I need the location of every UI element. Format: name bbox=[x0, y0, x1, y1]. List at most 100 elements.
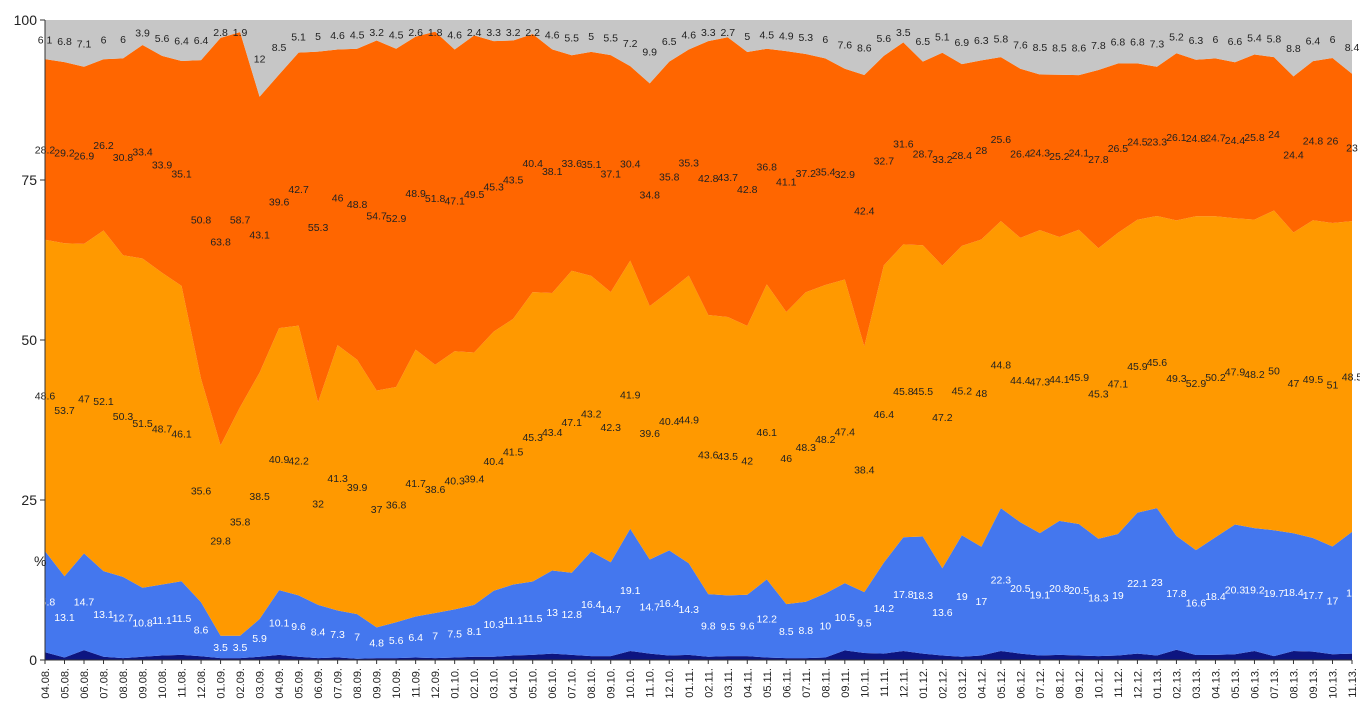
data-label-series_4-7: 6.4 bbox=[174, 36, 189, 48]
data-label-series_2-49: 44.8 bbox=[991, 360, 1012, 372]
data-label-series_4-31: 9.9 bbox=[642, 47, 657, 59]
data-label-series_2-7: 46.1 bbox=[171, 429, 192, 441]
data-label-series_1-51: 19.1 bbox=[1030, 589, 1051, 601]
data-label-series_3-34: 42.8 bbox=[698, 173, 719, 185]
x-tick-label-27: 07.10. bbox=[567, 668, 579, 699]
x-tick-label-60: 04.13. bbox=[1210, 668, 1222, 699]
data-label-series_3-55: 26.5 bbox=[1108, 143, 1129, 155]
data-label-series_2-28: 43.2 bbox=[581, 409, 602, 421]
data-label-series_1-28: 16.4 bbox=[581, 599, 602, 611]
data-label-series_4-20: 1.8 bbox=[428, 27, 443, 39]
x-tick-label-67: 11.13. bbox=[1347, 668, 1359, 698]
x-tick-label-14: 06.09. bbox=[313, 668, 325, 699]
data-label-series_3-62: 25.8 bbox=[1244, 132, 1265, 144]
y-tick-label-25: 25 bbox=[21, 492, 37, 508]
data-label-series_3-39: 37.2 bbox=[796, 168, 817, 180]
x-tick-label-11: 03.09. bbox=[255, 668, 267, 699]
data-label-series_2-29: 42.3 bbox=[601, 422, 622, 434]
data-label-series_1-19: 6.4 bbox=[408, 632, 423, 644]
data-label-series_3-19: 48.9 bbox=[405, 188, 426, 200]
data-label-series_2-4: 50.3 bbox=[113, 411, 134, 423]
y-tick-label-0: 0 bbox=[29, 652, 37, 668]
data-label-series_4-54: 7.8 bbox=[1091, 40, 1106, 52]
data-label-series_4-59: 6.3 bbox=[1189, 35, 1204, 47]
data-label-series_1-45: 18.3 bbox=[913, 590, 934, 602]
x-tick-label-13: 05.09. bbox=[294, 668, 306, 699]
data-label-series_3-3: 26.2 bbox=[93, 140, 114, 152]
data-label-series_2-46: 47.2 bbox=[932, 412, 953, 424]
x-tick-label-32: 12.10. bbox=[664, 668, 676, 699]
data-label-series_2-2: 47 bbox=[78, 394, 90, 406]
data-label-series_1-30: 19.1 bbox=[620, 585, 641, 597]
x-tick-label-24: 04.10. bbox=[508, 668, 520, 699]
x-tick-label-22: 02.10. bbox=[469, 668, 481, 699]
x-tick-label-42: 10.11. bbox=[859, 668, 871, 698]
data-label-series_4-43: 5.6 bbox=[877, 33, 892, 45]
x-tick-label-63: 07.13. bbox=[1269, 668, 1281, 699]
data-label-series_2-39: 48.3 bbox=[796, 442, 817, 454]
data-label-series_4-14: 5 bbox=[315, 31, 321, 43]
area-series-4 bbox=[45, 20, 1352, 97]
data-label-series_4-15: 4.6 bbox=[330, 30, 345, 42]
data-label-series_3-51: 24.3 bbox=[1030, 147, 1051, 159]
data-label-series_2-67: 48.5 bbox=[1342, 372, 1360, 384]
data-label-series_4-28: 5 bbox=[588, 31, 594, 43]
x-tick-label-59: 03.13. bbox=[1191, 668, 1203, 699]
data-label-series_4-56: 6.8 bbox=[1130, 37, 1145, 49]
data-label-series_1-46: 13.6 bbox=[932, 607, 953, 619]
data-label-series_1-4: 12.7 bbox=[113, 612, 134, 624]
data-label-series_3-9: 63.8 bbox=[210, 237, 231, 249]
x-tick-label-64: 08.13. bbox=[1288, 668, 1300, 699]
x-tick-label-38: 06.11. bbox=[781, 668, 793, 698]
data-label-series_3-57: 23.3 bbox=[1147, 136, 1168, 148]
data-label-series_2-16: 39.9 bbox=[347, 482, 368, 494]
data-label-series_4-39: 5.3 bbox=[798, 32, 813, 44]
data-label-series_2-40: 48.2 bbox=[815, 434, 836, 446]
data-label-series_3-30: 30.4 bbox=[620, 158, 641, 170]
data-label-series_1-23: 10.3 bbox=[483, 619, 504, 631]
data-label-series_2-52: 44.1 bbox=[1049, 374, 1070, 386]
data-label-series_2-48: 48 bbox=[976, 388, 988, 400]
data-label-series_4-10: 1.9 bbox=[233, 27, 248, 39]
data-label-series_1-12: 10.1 bbox=[269, 618, 290, 630]
data-label-series_2-33: 44.9 bbox=[679, 414, 700, 426]
data-label-series_3-13: 42.7 bbox=[288, 184, 309, 196]
data-label-series_3-28: 35.1 bbox=[581, 159, 602, 171]
data-label-series_1-47: 19 bbox=[956, 591, 968, 603]
data-label-series_2-62: 48.2 bbox=[1244, 369, 1265, 381]
x-tick-label-51: 07.12. bbox=[1035, 668, 1047, 699]
x-tick-label-45: 01.12. bbox=[918, 668, 930, 699]
data-label-series_1-10: 3.5 bbox=[233, 642, 248, 654]
x-tick-label-5: 09.08. bbox=[138, 668, 150, 699]
x-tick-label-8: 12.08. bbox=[196, 668, 208, 699]
data-label-series_4-47: 6.9 bbox=[955, 37, 970, 49]
data-label-series_4-37: 4.5 bbox=[759, 29, 774, 41]
data-label-series_4-42: 8.6 bbox=[857, 43, 872, 55]
area-series-0 bbox=[45, 649, 1352, 660]
data-label-series_1-40: 10 bbox=[819, 620, 831, 632]
data-label-series_4-1: 6.8 bbox=[57, 36, 72, 48]
data-label-series_1-8: 8.6 bbox=[194, 624, 209, 636]
data-label-series_4-6: 5.6 bbox=[155, 33, 170, 45]
data-label-series_4-16: 4.5 bbox=[350, 29, 365, 41]
data-label-series_4-3: 6 bbox=[101, 35, 107, 47]
data-label-series_2-25: 45.3 bbox=[522, 432, 543, 444]
x-tick-label-17: 09.09. bbox=[372, 668, 384, 699]
data-label-series_2-37: 46.1 bbox=[757, 427, 778, 439]
x-tick-label-53: 09.12. bbox=[1074, 668, 1086, 699]
data-label-series_4-66: 6 bbox=[1330, 34, 1336, 46]
data-label-series_4-55: 6.8 bbox=[1111, 37, 1126, 49]
data-label-series_1-13: 9.6 bbox=[291, 621, 306, 633]
data-label-series_1-37: 12.2 bbox=[757, 613, 778, 625]
data-label-series_3-29: 37.1 bbox=[601, 169, 622, 181]
data-label-series_4-13: 5.1 bbox=[291, 31, 306, 43]
data-label-series_1-18: 5.6 bbox=[389, 635, 404, 647]
data-label-series_4-17: 3.2 bbox=[369, 27, 384, 39]
data-label-series_3-22: 49.5 bbox=[464, 189, 485, 201]
data-label-series_2-36: 42 bbox=[741, 455, 753, 467]
data-label-series_2-8: 35.6 bbox=[191, 486, 212, 498]
data-label-series_3-8: 50.8 bbox=[191, 215, 212, 227]
x-tick-label-57: 01.13. bbox=[1152, 668, 1164, 699]
data-label-series_2-50: 44.4 bbox=[1010, 375, 1031, 387]
x-tick-label-35: 03.11. bbox=[723, 668, 735, 698]
